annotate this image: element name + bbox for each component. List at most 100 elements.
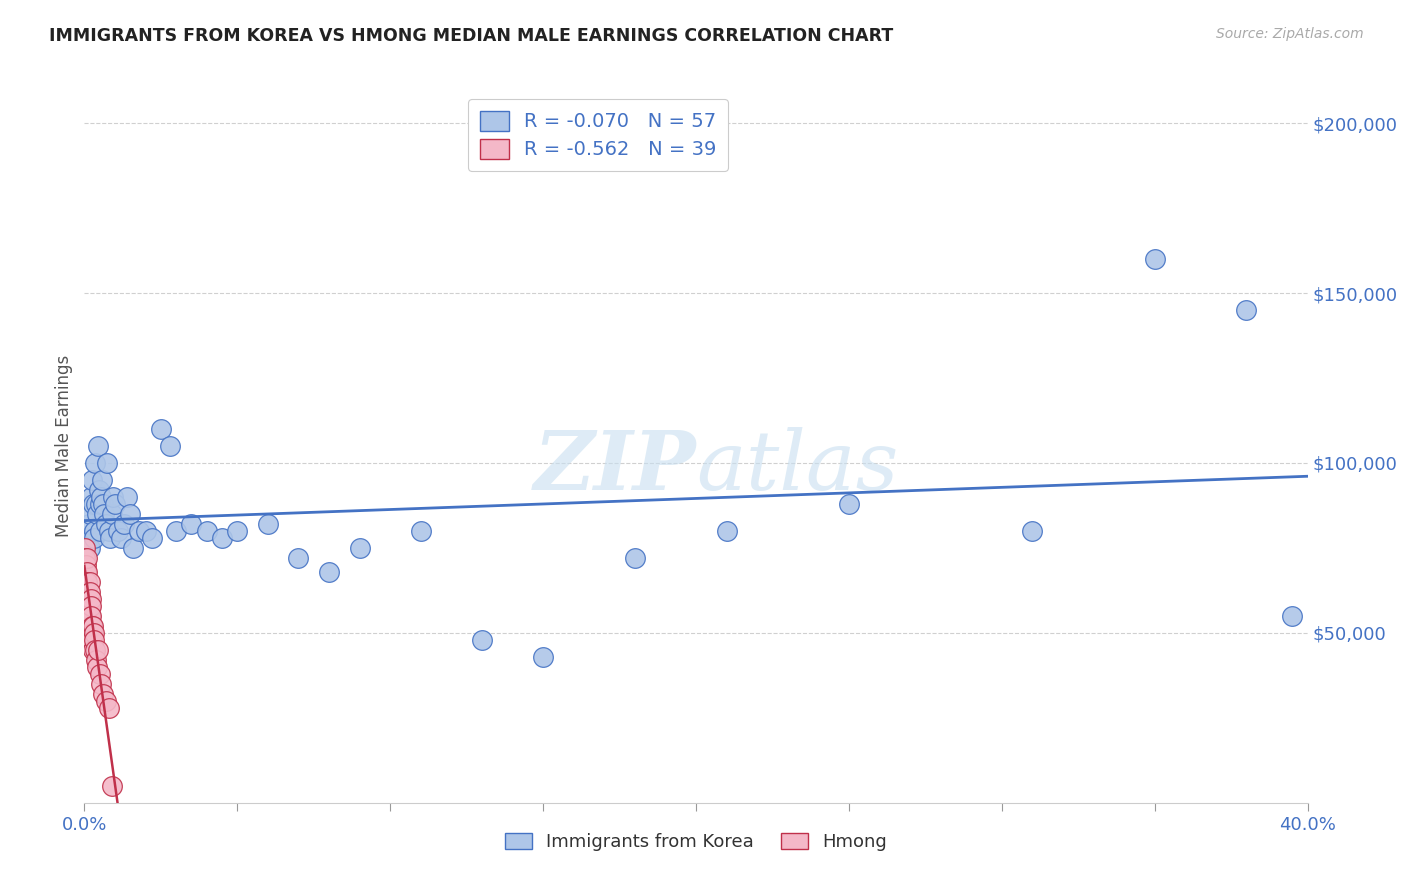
Point — [83, 632, 105, 647]
Point — [84, 497, 107, 511]
Point — [82, 619, 104, 633]
Point — [82, 643, 104, 657]
Point — [89, 497, 111, 511]
Point — [77, 599, 100, 613]
Point — [1021, 524, 1043, 538]
Point — [79, 507, 101, 521]
Point — [93, 507, 115, 521]
Point — [226, 524, 249, 538]
Point — [84, 653, 107, 667]
Point — [82, 632, 104, 647]
Point — [75, 558, 97, 572]
Point — [112, 517, 135, 532]
Point — [79, 608, 101, 623]
Point — [83, 524, 105, 538]
Point — [96, 456, 118, 470]
Point — [91, 687, 114, 701]
Point — [122, 541, 145, 555]
Y-axis label: Median Male Earnings: Median Male Earnings — [55, 355, 73, 537]
Point — [97, 700, 120, 714]
Point — [159, 439, 181, 453]
Point — [101, 779, 124, 793]
Point — [349, 541, 371, 555]
Point — [103, 490, 125, 504]
Point — [80, 473, 103, 487]
Text: Source: ZipAtlas.com: Source: ZipAtlas.com — [1216, 27, 1364, 41]
Point — [211, 531, 233, 545]
Point — [1281, 608, 1303, 623]
Point — [94, 517, 117, 532]
Point — [89, 666, 111, 681]
Point — [79, 541, 101, 555]
Point — [107, 524, 129, 538]
Point — [75, 574, 97, 589]
Point — [76, 574, 98, 589]
Point — [83, 626, 105, 640]
Point — [80, 608, 103, 623]
Point — [86, 507, 108, 521]
Point — [80, 626, 103, 640]
Text: ZIP: ZIP — [533, 427, 696, 508]
Point — [195, 524, 218, 538]
Point — [624, 551, 647, 566]
Point — [409, 524, 432, 538]
Point — [91, 497, 114, 511]
Point — [76, 585, 98, 599]
Point — [77, 591, 100, 606]
Point — [80, 490, 103, 504]
Point — [135, 524, 157, 538]
Point — [287, 551, 309, 566]
Point — [83, 531, 105, 545]
Point — [80, 619, 103, 633]
Point — [180, 517, 202, 532]
Point — [76, 565, 98, 579]
Point — [257, 517, 280, 532]
Point — [318, 565, 340, 579]
Point — [115, 490, 138, 504]
Point — [141, 531, 163, 545]
Point — [471, 632, 494, 647]
Point — [1143, 252, 1166, 266]
Point — [79, 599, 101, 613]
Point — [82, 497, 104, 511]
Point — [87, 483, 110, 498]
Point — [76, 551, 98, 566]
Text: IMMIGRANTS FROM KOREA VS HMONG MEDIAN MALE EARNINGS CORRELATION CHART: IMMIGRANTS FROM KOREA VS HMONG MEDIAN MA… — [49, 27, 893, 45]
Text: atlas: atlas — [696, 427, 898, 508]
Point — [149, 422, 172, 436]
Point — [87, 643, 110, 657]
Point — [73, 541, 96, 555]
Point — [84, 643, 107, 657]
Point — [75, 565, 97, 579]
Point — [76, 591, 98, 606]
Point — [80, 591, 103, 606]
Point — [75, 551, 97, 566]
Point — [86, 660, 108, 674]
Point — [838, 497, 860, 511]
Point — [98, 531, 121, 545]
Point — [89, 524, 111, 538]
Point — [76, 531, 98, 545]
Point — [104, 497, 127, 511]
Point — [97, 524, 120, 538]
Point — [80, 599, 103, 613]
Point — [79, 574, 101, 589]
Point — [77, 619, 100, 633]
Point — [94, 694, 117, 708]
Point — [90, 677, 112, 691]
Point — [87, 439, 110, 453]
Point — [110, 531, 132, 545]
Point — [531, 649, 554, 664]
Point — [101, 507, 124, 521]
Point — [716, 524, 738, 538]
Point — [77, 608, 100, 623]
Point — [91, 473, 114, 487]
Point — [128, 524, 150, 538]
Point — [90, 490, 112, 504]
Point — [79, 585, 101, 599]
Point — [1236, 303, 1258, 318]
Point — [84, 456, 107, 470]
Point — [77, 599, 100, 613]
Legend: Immigrants from Korea, Hmong: Immigrants from Korea, Hmong — [498, 825, 894, 858]
Point — [120, 507, 142, 521]
